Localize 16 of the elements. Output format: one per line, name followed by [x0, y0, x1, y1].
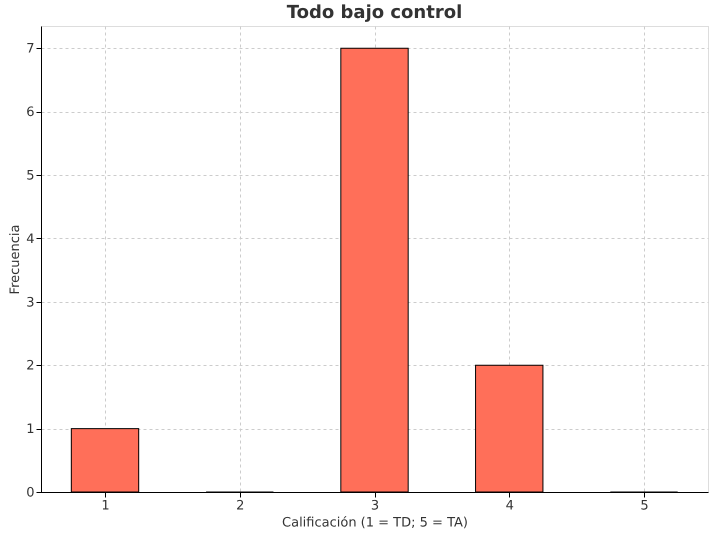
y-axis-title: Frecuencia [8, 224, 24, 294]
x-tick-label: 5 [640, 498, 649, 514]
y-tick-label: 2 [26, 358, 34, 374]
y-tick-label: 3 [26, 295, 34, 310]
x-tick-label: 4 [506, 498, 514, 514]
y-tick-label: 5 [26, 168, 34, 184]
chart-title: Todo bajo control [286, 2, 462, 23]
y-tick-label: 1 [26, 422, 34, 438]
x-tick-label: 2 [236, 498, 244, 514]
y-tick-label: 6 [26, 105, 34, 120]
y-tick-label: 7 [26, 42, 34, 57]
y-tick-label: 0 [26, 486, 34, 500]
x-axis-title: Calificación (1 = TD; 5 = TA) [282, 516, 468, 530]
x-tick-label: 3 [370, 498, 380, 514]
x-tick-label: 1 [101, 498, 110, 514]
y-tick-label: 4 [26, 232, 34, 247]
